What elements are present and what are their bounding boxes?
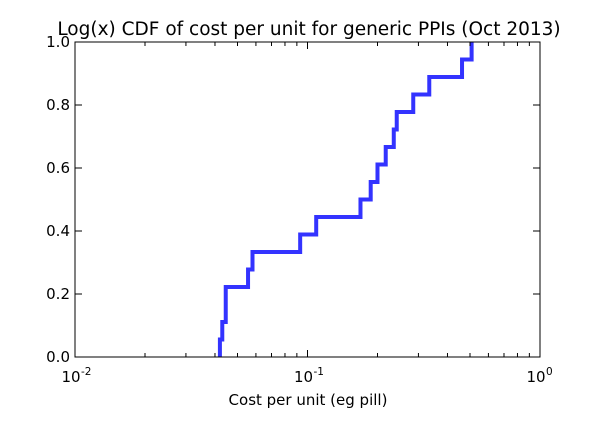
x-axis-label: Cost per unit (eg pill) (229, 391, 388, 409)
x-tick-exponent: -1 (314, 366, 324, 378)
y-tick-label: 0.4 (46, 222, 70, 240)
y-tick-label: 1.0 (46, 33, 70, 51)
y-tick-label: 0.0 (46, 348, 70, 366)
chart-title: Log(x) CDF of cost per unit for generic … (57, 19, 560, 40)
x-tick-label: 10 (61, 368, 80, 386)
y-tick-label: 0.8 (46, 96, 70, 114)
y-tick-label: 0.2 (46, 285, 70, 303)
x-tick-label: 10 (526, 368, 545, 386)
plot-frame (74, 41, 541, 358)
y-tick-label: 0.6 (46, 159, 70, 177)
axis-ticks: 10 -2 10 -1 10 00.00.20.40.60.81.0 (46, 33, 553, 386)
x-tick-exponent: -2 (81, 366, 91, 378)
x-tick-exponent: 0 (546, 366, 553, 378)
cdf-step-line-0 (217, 42, 474, 357)
x-tick-label: 10 (294, 368, 313, 386)
plot-area (217, 42, 474, 357)
